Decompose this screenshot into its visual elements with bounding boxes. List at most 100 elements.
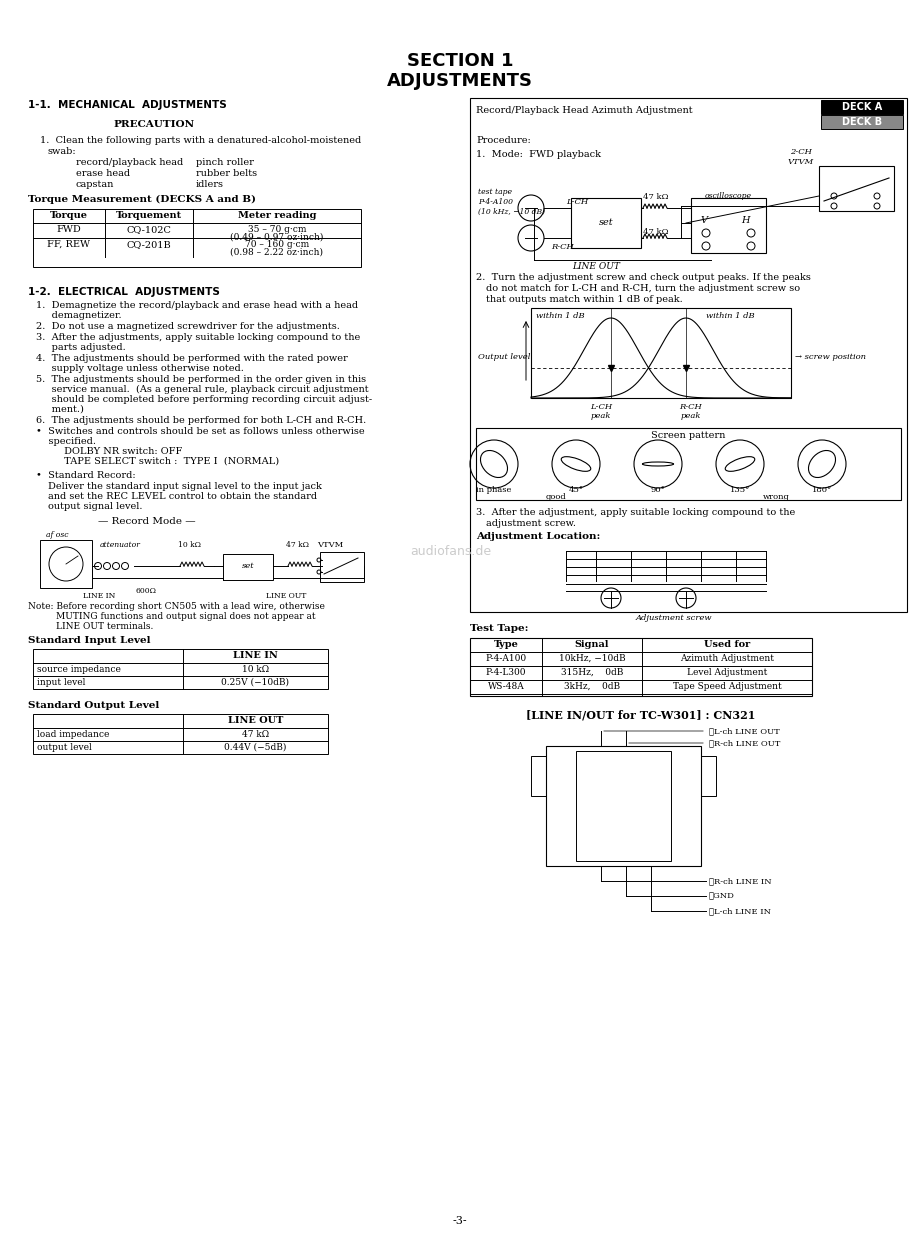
Text: 35 – 70 g·cm: 35 – 70 g·cm bbox=[247, 225, 306, 234]
Text: VTVM: VTVM bbox=[787, 158, 813, 167]
Text: supply voltage unless otherwise noted.: supply voltage unless otherwise noted. bbox=[36, 364, 244, 373]
Bar bbox=[545, 747, 700, 866]
Text: LINE IN: LINE IN bbox=[233, 652, 278, 660]
Text: -3-: -3- bbox=[452, 1215, 467, 1227]
Text: V: V bbox=[700, 216, 708, 225]
Text: Deliver the standard input signal level to the input jack: Deliver the standard input signal level … bbox=[48, 482, 322, 491]
Text: R-CH: R-CH bbox=[550, 243, 573, 251]
Text: 10kHz, −10dB: 10kHz, −10dB bbox=[558, 654, 625, 663]
Text: 47 kΩ: 47 kΩ bbox=[642, 193, 668, 201]
Text: specified.: specified. bbox=[36, 437, 96, 445]
Text: service manual.  (As a general rule, playback circuit adjustment: service manual. (As a general rule, play… bbox=[36, 385, 369, 394]
Bar bbox=[33, 714, 328, 754]
Text: source impedance: source impedance bbox=[37, 665, 120, 674]
Text: 70 – 160 g·cm: 70 – 160 g·cm bbox=[244, 239, 309, 249]
Text: 0.44V (−5dB): 0.44V (−5dB) bbox=[224, 743, 287, 752]
Text: Used for: Used for bbox=[703, 640, 749, 649]
Text: load impedance: load impedance bbox=[37, 731, 109, 739]
Text: output signal level.: output signal level. bbox=[48, 502, 142, 511]
Text: 3kHz,    0dB: 3kHz, 0dB bbox=[563, 682, 619, 691]
Bar bbox=[320, 552, 364, 582]
Bar bbox=[530, 756, 545, 796]
Text: pinch roller: pinch roller bbox=[196, 158, 254, 167]
Text: 45°: 45° bbox=[568, 486, 583, 494]
Text: 90°: 90° bbox=[650, 486, 664, 494]
Text: 2-CH: 2-CH bbox=[789, 148, 811, 155]
Text: FWD: FWD bbox=[57, 225, 81, 234]
Text: within 1 dB: within 1 dB bbox=[536, 312, 584, 320]
Text: 315Hz,    0dB: 315Hz, 0dB bbox=[561, 668, 622, 677]
Text: oscilloscope: oscilloscope bbox=[704, 193, 751, 200]
Text: 10 kΩ: 10 kΩ bbox=[177, 540, 200, 549]
Text: Output level: Output level bbox=[478, 353, 529, 362]
Text: Level Adjustment: Level Adjustment bbox=[686, 668, 766, 677]
Text: parts adjusted.: parts adjusted. bbox=[36, 343, 126, 352]
Text: P-4-L300: P-4-L300 bbox=[485, 668, 526, 677]
Text: DECK A: DECK A bbox=[841, 102, 881, 112]
Text: LINE OUT terminals.: LINE OUT terminals. bbox=[56, 622, 153, 631]
Text: set: set bbox=[598, 218, 613, 227]
Text: (10 kHz, −10 dB): (10 kHz, −10 dB) bbox=[478, 209, 545, 216]
Text: Signal: Signal bbox=[574, 640, 608, 649]
Text: demagnetizer.: demagnetizer. bbox=[36, 311, 121, 320]
Text: 5.  The adjustments should be performed in the order given in this: 5. The adjustments should be performed i… bbox=[36, 375, 366, 384]
Text: •  Switches and controls should be set as follows unless otherwise: • Switches and controls should be set as… bbox=[36, 427, 364, 436]
Text: 0.25V (−10dB): 0.25V (−10dB) bbox=[221, 677, 289, 687]
Text: peak: peak bbox=[590, 412, 610, 420]
Text: erase head: erase head bbox=[76, 169, 130, 178]
Text: Type: Type bbox=[493, 640, 518, 649]
Text: LINE OUT: LINE OUT bbox=[266, 592, 306, 600]
Text: Standard Output Level: Standard Output Level bbox=[28, 701, 159, 710]
Text: 1-2.  ELECTRICAL  ADJUSTMENTS: 1-2. ELECTRICAL ADJUSTMENTS bbox=[28, 288, 220, 297]
Text: Azimuth Adjustment: Azimuth Adjustment bbox=[679, 654, 773, 663]
Bar bbox=[475, 428, 900, 500]
Text: P-4-A100: P-4-A100 bbox=[478, 197, 513, 206]
Bar bbox=[575, 752, 670, 861]
Text: 6.  The adjustments should be performed for both L-CH and R-CH.: 6. The adjustments should be performed f… bbox=[36, 416, 366, 424]
Text: 10 kΩ: 10 kΩ bbox=[242, 665, 268, 674]
Text: ②R-ch LINE OUT: ②R-ch LINE OUT bbox=[709, 739, 779, 747]
Text: ①R-ch LINE IN: ①R-ch LINE IN bbox=[709, 877, 771, 885]
Text: 2.  Do not use a magnetized screwdriver for the adjustments.: 2. Do not use a magnetized screwdriver f… bbox=[36, 322, 339, 331]
Text: peak: peak bbox=[680, 412, 700, 420]
Text: 47 kΩ: 47 kΩ bbox=[242, 731, 268, 739]
Text: idlers: idlers bbox=[196, 180, 223, 189]
Text: 3.  After the adjustments, apply suitable locking compound to the: 3. After the adjustments, apply suitable… bbox=[36, 333, 360, 342]
Text: that outputs match within 1 dB of peak.: that outputs match within 1 dB of peak. bbox=[485, 295, 682, 304]
Text: ment.): ment.) bbox=[36, 405, 84, 413]
Text: 1.  Clean the following parts with a denatured-alcohol-moistened: 1. Clean the following parts with a dena… bbox=[40, 136, 361, 146]
Text: ADJUSTMENTS: ADJUSTMENTS bbox=[387, 72, 532, 90]
Text: Test Tape:: Test Tape: bbox=[470, 624, 528, 633]
Text: FF, REW: FF, REW bbox=[48, 239, 90, 249]
Text: Torquement: Torquement bbox=[116, 211, 182, 220]
Text: 47 kΩ: 47 kΩ bbox=[286, 540, 309, 549]
Bar bbox=[470, 638, 811, 696]
Bar bbox=[33, 209, 360, 267]
Text: Standard Input Level: Standard Input Level bbox=[28, 636, 151, 645]
Text: Screen pattern: Screen pattern bbox=[651, 431, 725, 441]
Text: within 1 dB: within 1 dB bbox=[705, 312, 754, 320]
Text: CQ-201B: CQ-201B bbox=[127, 239, 171, 249]
Text: 47 kΩ: 47 kΩ bbox=[642, 228, 668, 236]
Text: Adjustment screw: Adjustment screw bbox=[635, 615, 711, 622]
Bar bbox=[700, 756, 715, 796]
Text: Procedure:: Procedure: bbox=[475, 136, 530, 146]
Bar bbox=[222, 554, 273, 580]
Bar bbox=[40, 540, 92, 587]
Text: CQ-102C: CQ-102C bbox=[127, 225, 171, 234]
Text: PRECAUTION: PRECAUTION bbox=[113, 120, 194, 130]
Text: ③GND: ③GND bbox=[709, 892, 734, 900]
Text: in phase: in phase bbox=[476, 486, 511, 494]
Text: 135°: 135° bbox=[729, 486, 749, 494]
Text: L-CH: L-CH bbox=[589, 404, 611, 411]
Text: (0.98 – 2.22 oz·inch): (0.98 – 2.22 oz·inch) bbox=[231, 248, 323, 257]
Text: 3.  After the adjustment, apply suitable locking compound to the: 3. After the adjustment, apply suitable … bbox=[475, 508, 794, 517]
Text: do not match for L-CH and R-CH, turn the adjustment screw so: do not match for L-CH and R-CH, turn the… bbox=[485, 284, 800, 292]
Text: → screw position: → screw position bbox=[794, 353, 865, 362]
Text: DOLBY NR switch: OFF: DOLBY NR switch: OFF bbox=[36, 447, 182, 457]
Bar bbox=[820, 115, 902, 130]
Text: LINE OUT: LINE OUT bbox=[572, 262, 619, 271]
Text: — Record Mode —: — Record Mode — bbox=[98, 517, 196, 526]
Text: R-CH: R-CH bbox=[679, 404, 701, 411]
Text: LINE IN: LINE IN bbox=[83, 592, 115, 600]
